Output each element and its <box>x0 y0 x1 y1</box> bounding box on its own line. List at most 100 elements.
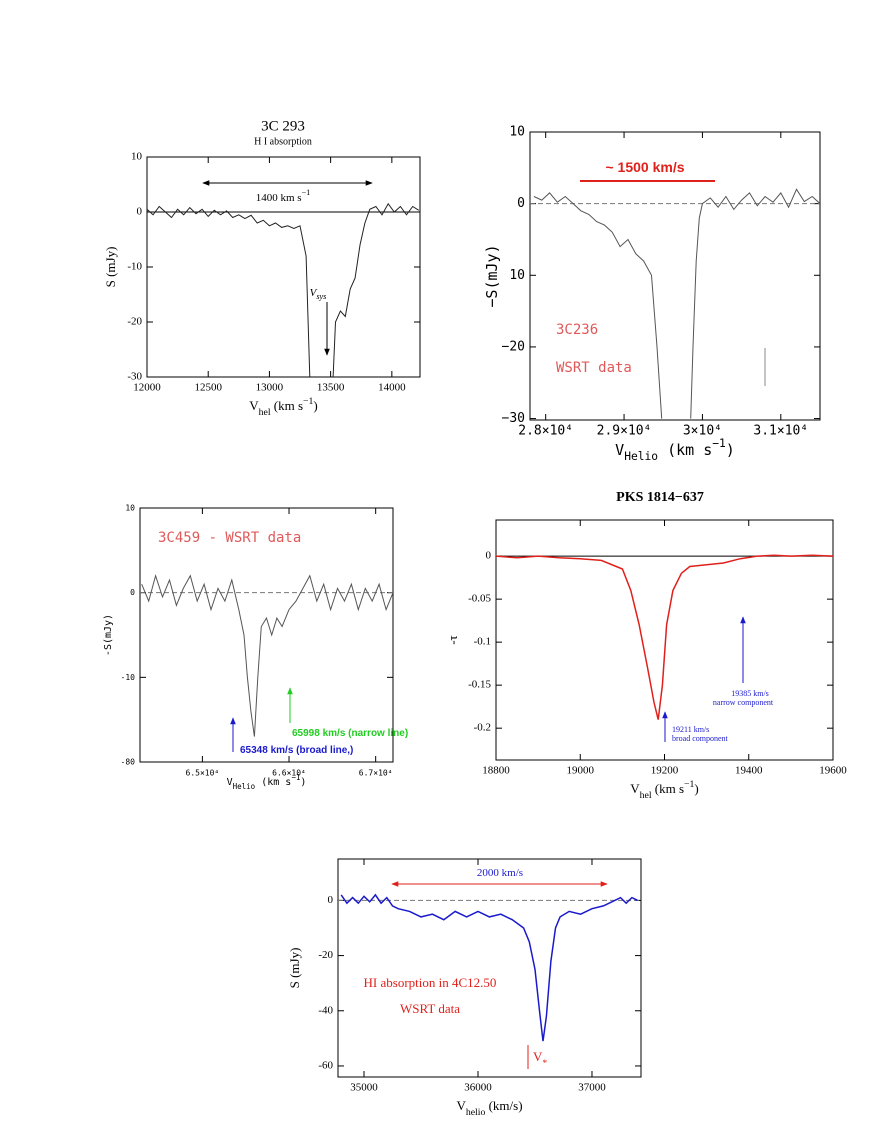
spectrum-line <box>533 188 820 419</box>
x-axis-label: VHelio (km s−1) <box>227 773 307 791</box>
annotation: V* <box>533 1049 547 1069</box>
annotation-part: 3C459 - WSRT data <box>158 530 301 546</box>
plot-frame <box>529 131 821 421</box>
y-tick-label: -60 <box>318 1059 333 1071</box>
y-tick-label: -0.1 <box>474 636 491 648</box>
annotation: narrow component <box>713 698 774 707</box>
x-tick-label: 14000 <box>378 382 406 394</box>
plot-frame <box>139 507 394 763</box>
annotation-part: HI absorption in 4C12.50 <box>364 975 497 990</box>
x-axis-label: Vhel (km s−1) <box>249 396 318 418</box>
plot-frame <box>337 858 642 1078</box>
x-axis-label-part: (km s <box>658 441 712 459</box>
x-tick-label: 37000 <box>578 1082 606 1094</box>
x-tick-label: 6.7×10⁴ <box>359 769 393 778</box>
x-tick-label: 19000 <box>567 765 595 777</box>
y-tick-label: 0 <box>517 196 525 211</box>
y-tick-label: -10 <box>121 673 136 682</box>
spectrum-line <box>496 554 833 720</box>
annotation-part: 65348 km/s (broad line,) <box>240 745 353 756</box>
y-tick-label: 0 <box>130 588 135 597</box>
annotation: 2000 km/s <box>477 867 523 879</box>
annotation: 65998 km/s (narrow line) <box>292 728 408 739</box>
y-axis-label: S (mJy) <box>103 247 118 288</box>
annotation-part: ~ 1500 km/s <box>605 159 684 175</box>
x-axis-label-part: ) <box>313 398 317 413</box>
x-tick-label: 19200 <box>651 765 679 777</box>
chart: 2.8×10⁴ 2.9×10⁴ 3×10⁴ 3.1×10⁴ 10 0 10 −20 −30 VHe… <box>483 125 821 463</box>
annotation-part: V <box>310 287 318 299</box>
x-tick-label: 6.5×10⁴ <box>186 769 220 778</box>
x-axis-label-part: (km s <box>255 777 291 788</box>
x-axis-label-part: ) <box>694 781 698 796</box>
chart-title: 3C 293 <box>261 118 305 134</box>
x-axis-label-part: V <box>630 781 640 796</box>
x-tick-label: 12000 <box>133 382 161 394</box>
y-tick-label: -0.15 <box>468 679 491 691</box>
chart: PKS 1814−637 18800 19000 19200 19400 19600 0 -0… <box>445 490 847 801</box>
spectrum-line <box>340 893 638 1042</box>
y-tick-label: -10 <box>127 261 142 273</box>
x-tick-label: 12500 <box>194 382 222 394</box>
annotation: 19211 km/s <box>672 725 709 734</box>
x-axis-label-part: V <box>249 398 259 413</box>
y-axis-label-part: S (mJy) <box>103 247 118 288</box>
y-tick-label: -40 <box>318 1004 333 1016</box>
x-tick-label: 19400 <box>735 765 763 777</box>
y-axis-label: −S(mJy) <box>483 244 501 307</box>
y-axis-label: -S(mJy) <box>103 614 114 656</box>
y-tick-label: 10 <box>509 268 525 283</box>
x-axis-label: Vhelio (km/s) <box>456 1098 522 1118</box>
annotation: HI absorption in 4C12.50 <box>364 975 497 990</box>
x-axis-label-part: −1 <box>684 779 694 790</box>
y-axis-label-part: -S(mJy) <box>103 614 114 656</box>
chart-subtitle: H I absorption <box>254 136 312 147</box>
annotation-part: broad component <box>672 734 729 743</box>
x-tick-label: 18800 <box>482 765 510 777</box>
x-axis-label-part: V <box>615 441 624 459</box>
annotation-part: 3C236 <box>556 322 598 338</box>
annotation-part: sys <box>316 292 326 301</box>
annotation-part: −1 <box>302 188 311 197</box>
x-axis-label-part: hel <box>259 407 271 418</box>
annotation: broad component <box>672 734 729 743</box>
annotation-part: WSRT data <box>400 1001 460 1016</box>
annotation: 1400 km s−1 <box>256 188 311 203</box>
annotation-part: 1400 km s <box>256 192 302 204</box>
y-tick-label: -0.2 <box>474 722 491 734</box>
annotation-part: 65998 km/s (narrow line) <box>292 728 408 739</box>
annotation-part: WSRT data <box>556 360 632 376</box>
x-axis-label-part: (km s <box>271 398 304 413</box>
spectrum-line <box>147 202 420 377</box>
annotation: ~ 1500 km/s <box>605 159 684 175</box>
y-tick-label: -30 <box>127 371 142 383</box>
x-axis-label-part: Helio <box>233 782 256 791</box>
annotation: WSRT data <box>556 360 632 376</box>
x-axis-label-part: −1 <box>303 396 313 407</box>
annotation: 65348 km/s (broad line,) <box>240 745 353 756</box>
y-tick-label: 10 <box>131 151 143 163</box>
annotation: 19385 km/s <box>731 689 769 698</box>
x-tick-label: 13000 <box>256 382 284 394</box>
y-axis-label-part: -τ <box>445 635 460 645</box>
x-axis-label-part: Helio <box>624 450 658 463</box>
y-axis-label: S (mJy) <box>287 948 302 989</box>
x-axis-label-part: ) <box>300 777 306 788</box>
chart: 6.5×10⁴ 6.6×10⁴ 6.7×10⁴ 10 0 -10 -80 VHelio (km… <box>103 504 408 791</box>
chart-title: PKS 1814−637 <box>616 490 704 505</box>
x-axis-label-part: V <box>227 777 233 788</box>
x-axis-label-part: −1 <box>712 437 726 450</box>
y-tick-label: -20 <box>127 316 142 328</box>
y-axis-label: -τ <box>445 635 460 645</box>
x-tick-label: 35000 <box>350 1082 378 1094</box>
x-axis-label-part: −1 <box>291 773 300 782</box>
x-tick-label: 36000 <box>464 1082 492 1094</box>
annotation-part: 2000 km/s <box>477 867 523 879</box>
annotation-part: V <box>533 1049 543 1064</box>
y-tick-label: -20 <box>318 949 333 961</box>
y-tick-label: -0.05 <box>468 593 491 605</box>
x-axis-label: VHelio (km s−1) <box>615 437 735 463</box>
annotation: Vsys <box>310 287 327 302</box>
annotation-part: 19385 km/s <box>731 689 769 698</box>
x-tick-label: 2.9×10⁴ <box>597 424 652 439</box>
